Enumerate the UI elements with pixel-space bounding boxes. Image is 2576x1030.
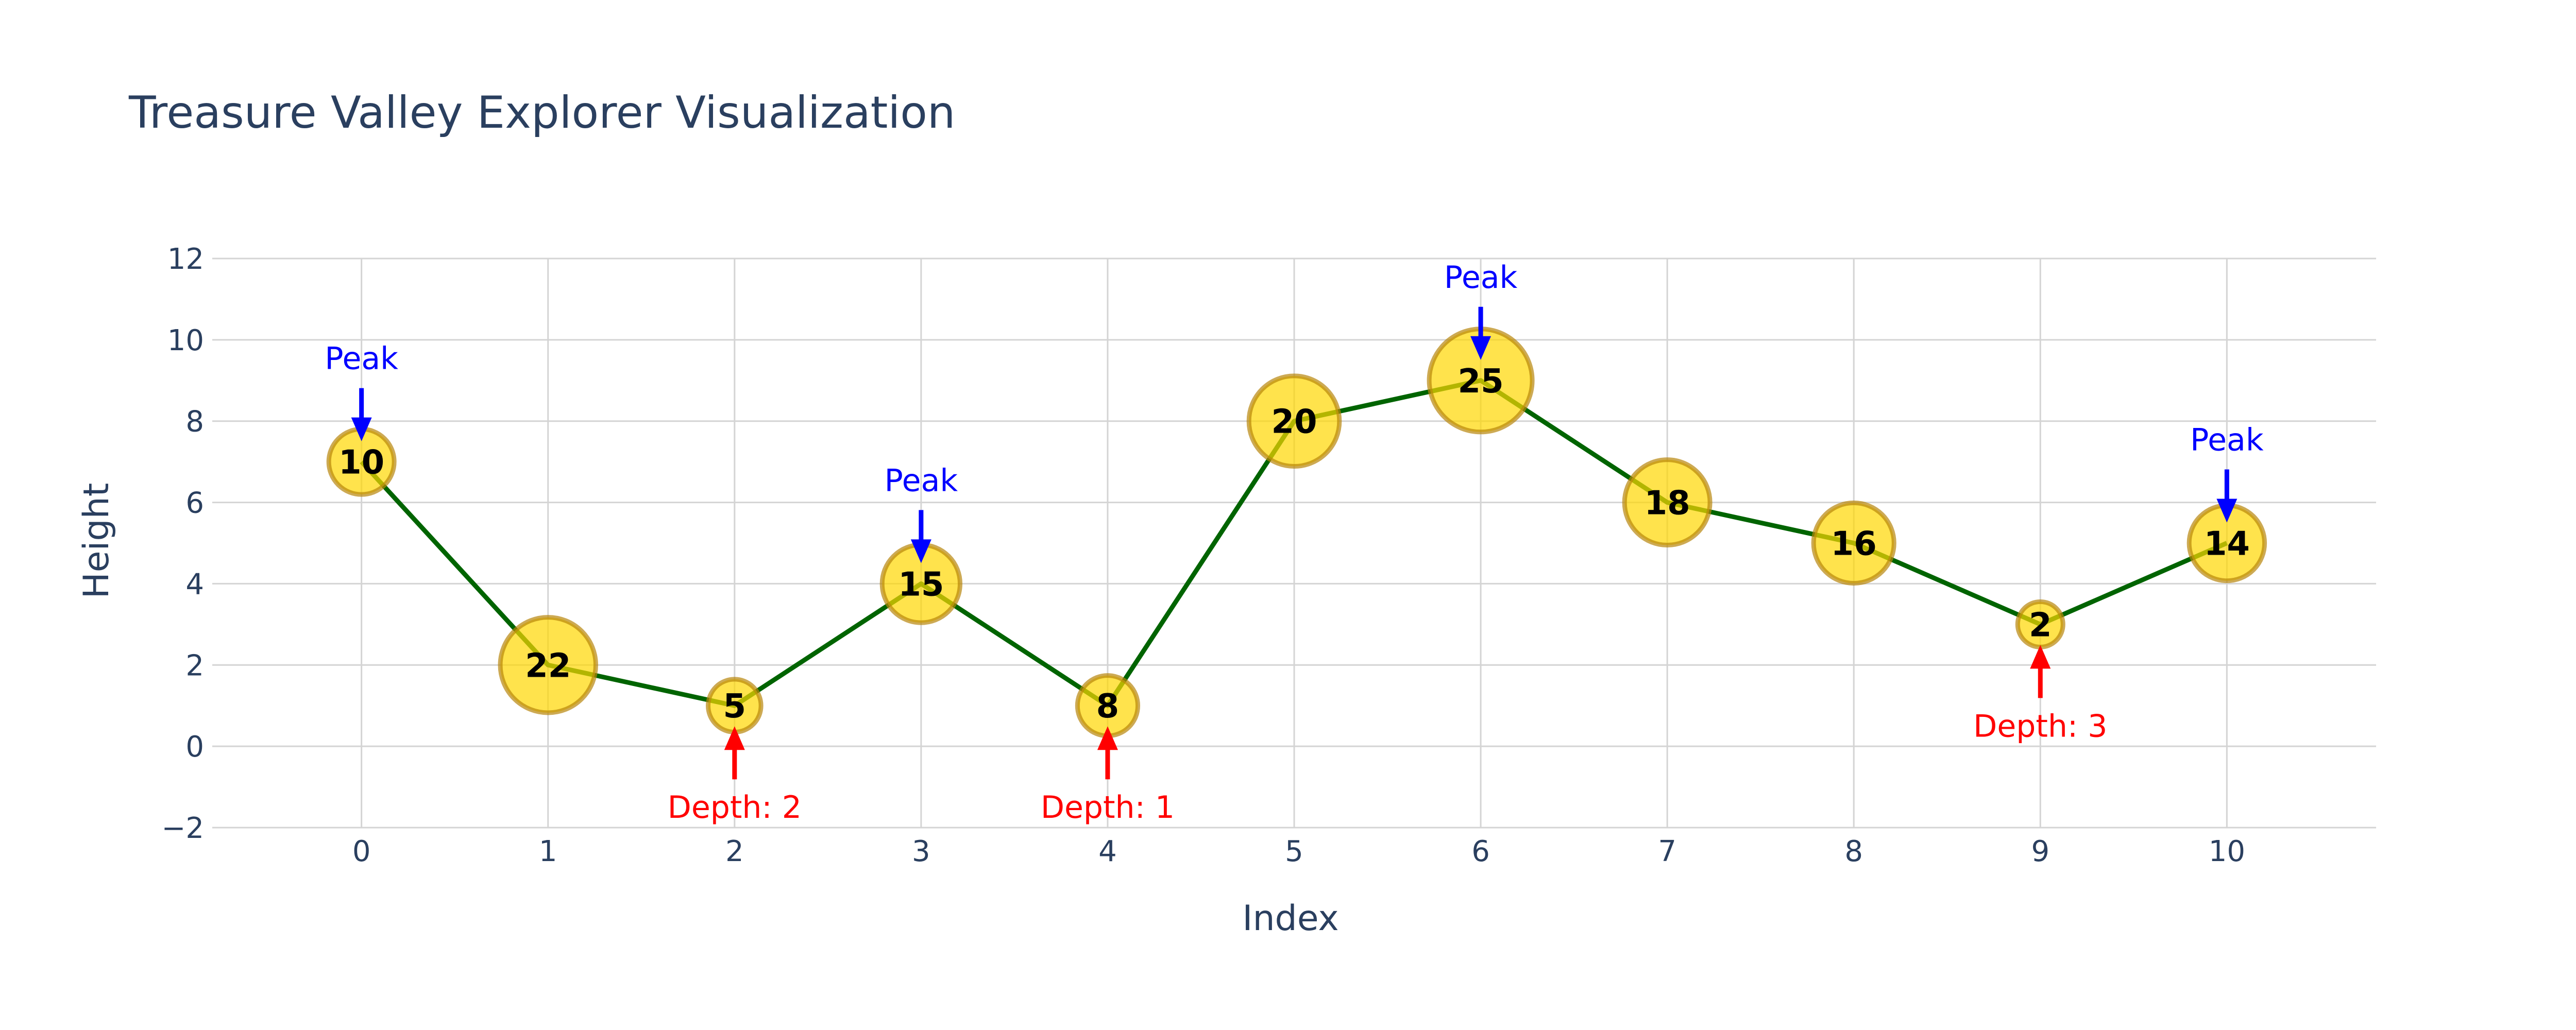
annotation-arrow-head <box>2216 499 2238 523</box>
annotation-text: Depth: 2 <box>668 789 802 826</box>
annotation-text: Peak <box>2190 422 2264 458</box>
data-point <box>498 615 598 715</box>
data-label: 8 <box>1096 688 1120 726</box>
data-label: 16 <box>1831 525 1877 563</box>
data-label: 20 <box>1271 403 1317 441</box>
x-tick-label: 6 <box>1471 835 1490 868</box>
annotation-arrow-head <box>724 726 745 750</box>
annotation-arrow-head <box>910 539 931 563</box>
annotation-arrow-head <box>2030 645 2051 669</box>
peak-annotation: Peak <box>885 462 958 563</box>
data-label: 14 <box>2204 525 2250 563</box>
x-tick-label: 8 <box>1844 835 1863 868</box>
x-tick-label: 0 <box>352 835 371 868</box>
x-axis-title: Index <box>1242 898 1338 939</box>
annotation-arrow-head <box>1097 726 1118 750</box>
y-tick-label: 12 <box>167 243 204 276</box>
x-tick-label: 2 <box>725 835 744 868</box>
annotation-text: Depth: 3 <box>1973 708 2107 744</box>
annotation-arrow-head <box>1470 336 1492 360</box>
data-label: 18 <box>1645 485 1690 523</box>
x-tick-label: 7 <box>1658 835 1676 868</box>
data-label: 22 <box>525 647 571 685</box>
peak-annotation: Peak <box>325 341 398 441</box>
annotation-arrow-head <box>351 417 372 441</box>
data-point <box>1622 457 1713 548</box>
data-label: 25 <box>1458 363 1504 401</box>
data-point <box>1811 500 1896 586</box>
y-axis-title: Height <box>76 483 117 599</box>
data-point <box>1246 373 1342 469</box>
y-tick-label: 0 <box>185 730 204 764</box>
data-points <box>326 327 2267 739</box>
y-tick-label: 4 <box>185 568 204 601</box>
data-label: 2 <box>2029 606 2052 644</box>
peak-annotation: Peak <box>1444 260 1518 360</box>
x-tick-label: 9 <box>2031 835 2049 868</box>
annotation-text: Peak <box>325 341 398 377</box>
data-label: 5 <box>723 688 747 726</box>
annotation-text: Peak <box>885 462 958 499</box>
y-tick-label: 10 <box>167 324 204 357</box>
annotation-text: Peak <box>1444 260 1518 296</box>
depth-annotation: Depth: 1 <box>1041 726 1175 826</box>
y-tick-label: −2 <box>161 812 204 845</box>
annotations: Peak Peak Peak Peak Depth: 2 Depth: 1 Depth: 3 <box>325 260 2263 826</box>
chart-title: Treasure Valley Explorer Visualization <box>128 87 955 139</box>
depth-annotation: Depth: 2 <box>668 726 802 826</box>
data-label: 10 <box>338 444 384 482</box>
annotation-text: Depth: 1 <box>1041 789 1175 826</box>
x-tick-label: 1 <box>539 835 557 868</box>
data-label: 15 <box>898 565 944 604</box>
peak-annotation: Peak <box>2190 422 2264 523</box>
x-tick-label: 4 <box>1098 835 1117 868</box>
x-tick-label: 10 <box>2209 835 2245 868</box>
y-tick-label: 6 <box>185 487 204 520</box>
y-tick-label: 2 <box>185 649 204 682</box>
depth-annotation: Depth: 3 <box>1973 645 2107 744</box>
y-tick-label: 8 <box>185 405 204 439</box>
x-tick-label: 5 <box>1285 835 1303 868</box>
x-tick-label: 3 <box>912 835 930 868</box>
data-labels: 10 22 5 15 8 20 25 18 16 2 14 <box>338 363 2250 726</box>
